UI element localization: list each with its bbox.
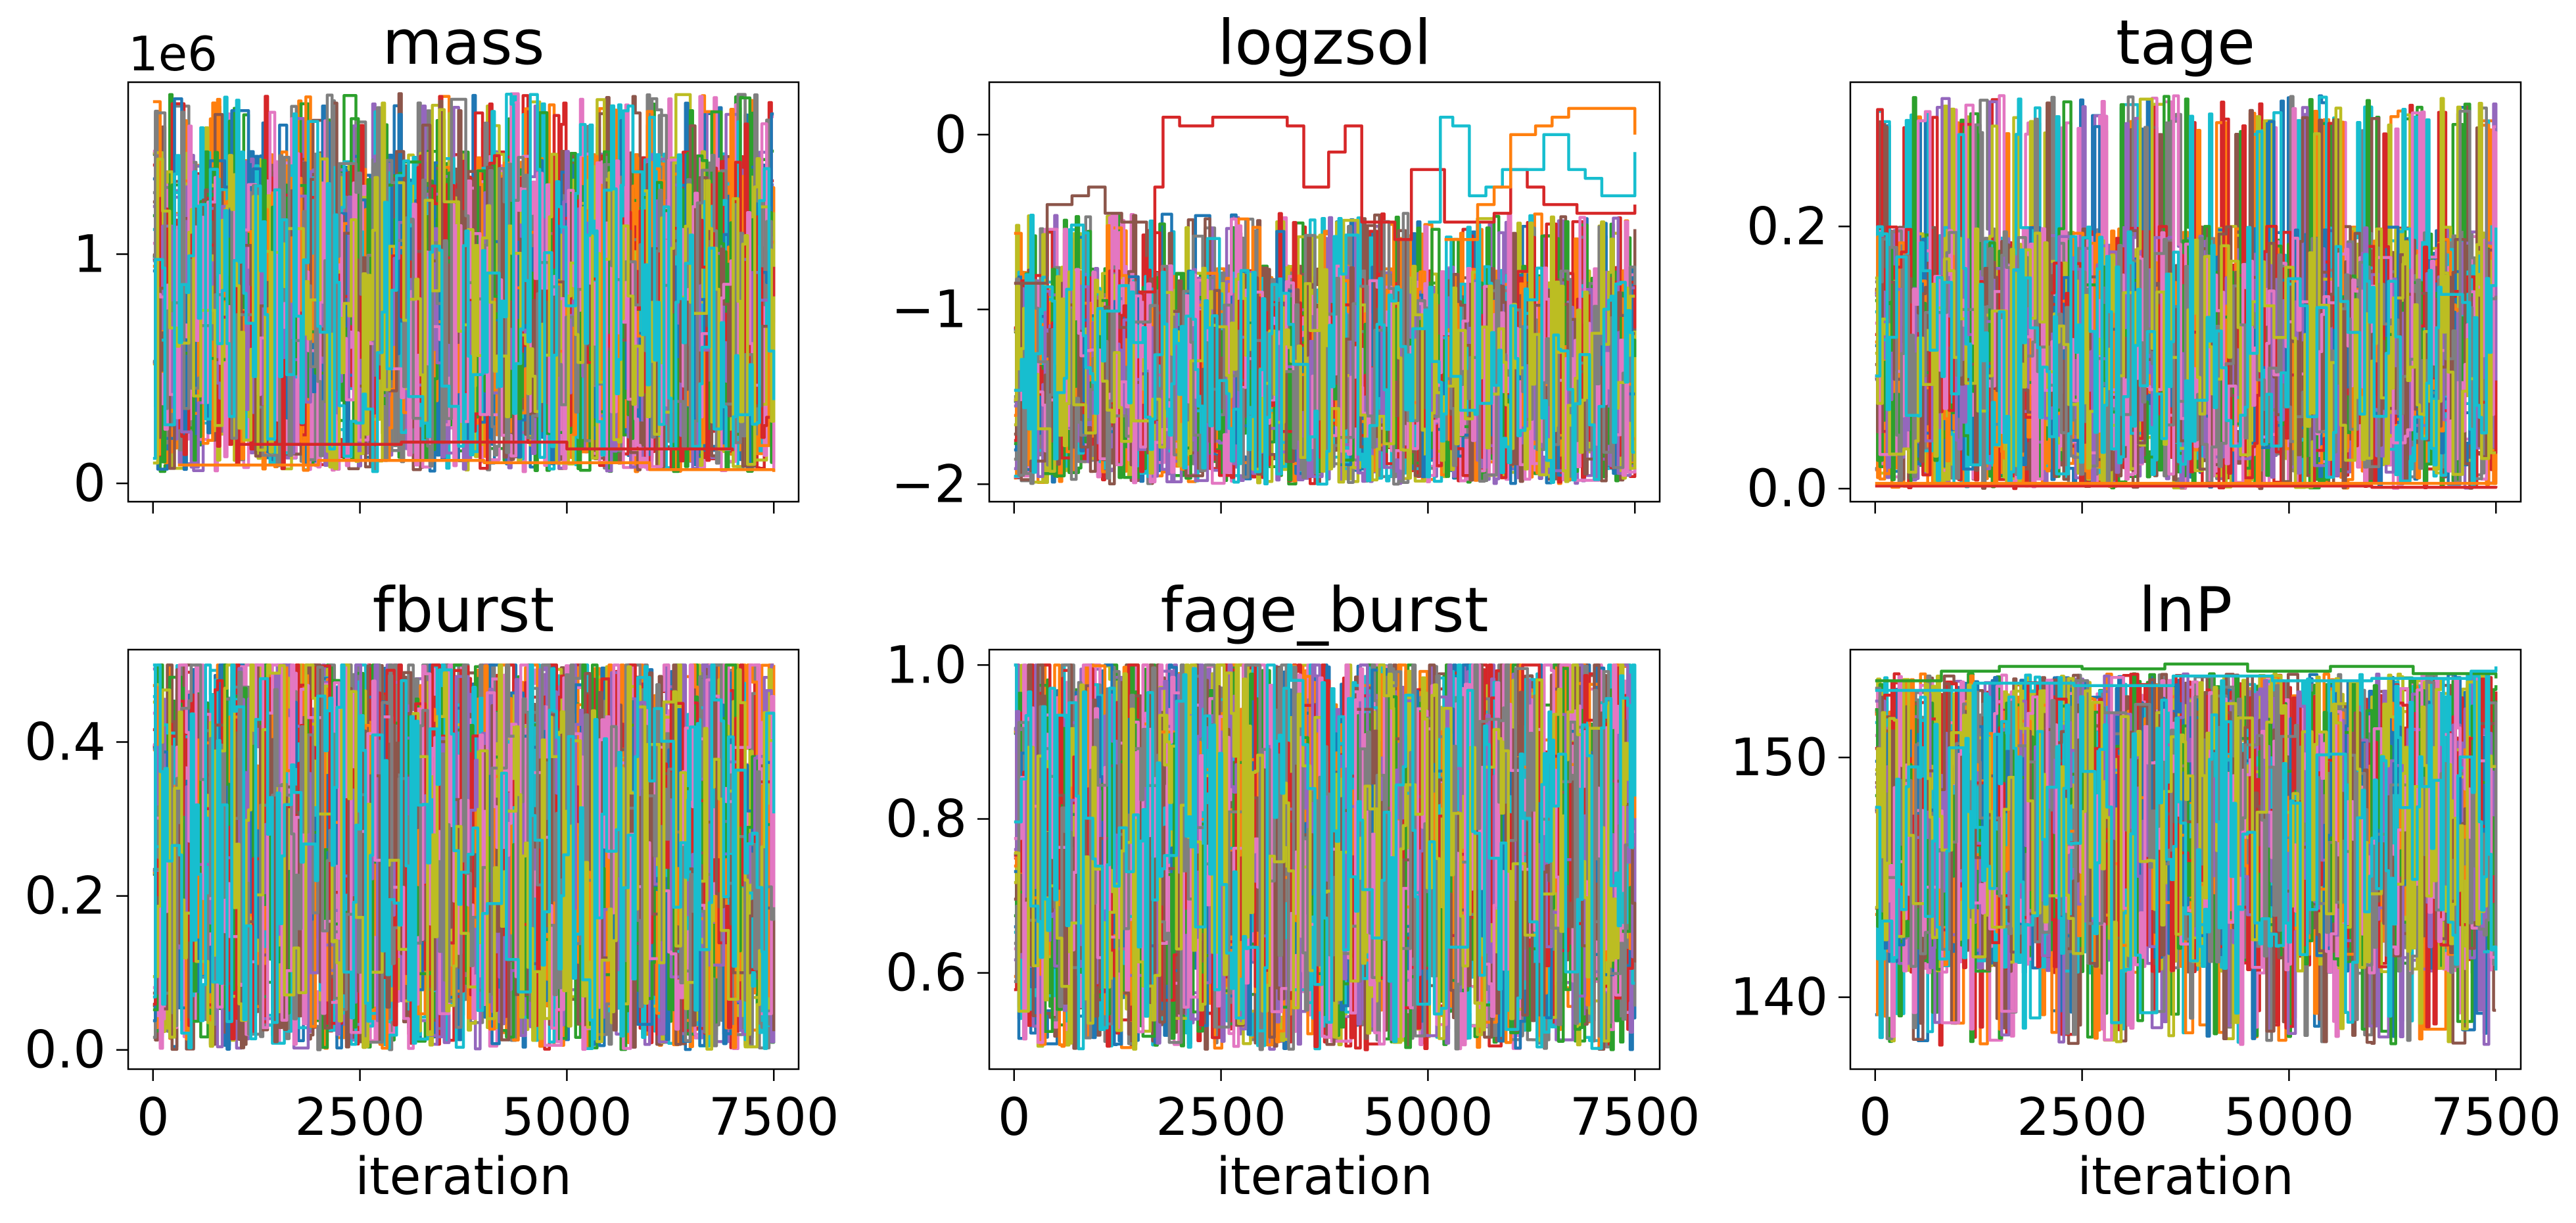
y-tick-label: 0.4: [24, 713, 106, 772]
trace-walker-30: [1014, 663, 1637, 1051]
y-tick-label: −1: [891, 281, 967, 340]
x-tick-label: 2500: [2017, 1088, 2147, 1147]
panel-mass: mass 1e6 0 1: [73, 7, 800, 514]
y-tick-label: 0.2: [24, 867, 106, 926]
walker-traces: [1875, 94, 2498, 491]
trace-walker-30: [152, 663, 776, 1050]
x-tick-label: 5000: [1363, 1088, 1493, 1147]
trace-walker-26: [152, 663, 776, 1051]
walker-traces: [152, 92, 776, 473]
y-tick-label: 1.0: [885, 636, 967, 695]
x-tick-label: 0: [998, 1088, 1031, 1147]
panel-title: mass: [382, 7, 544, 79]
x-tick-label: 7500: [709, 1088, 839, 1147]
x-tick-label: 2500: [1156, 1088, 1286, 1147]
trace-walker-30: [1014, 213, 1635, 486]
x-axis-label: iteration: [2077, 1147, 2294, 1207]
trace-walker-29: [1014, 215, 1635, 484]
y-tick-label: 0.2: [1746, 197, 1828, 256]
trace-walker-29: [1875, 673, 2496, 1043]
y-tick-label: 0.6: [885, 944, 967, 1003]
x-axis-label: iteration: [355, 1147, 572, 1207]
trace-walker-30: [1875, 672, 2498, 1040]
offset-text: 1e6: [128, 26, 218, 82]
trace-walker-30: [152, 93, 776, 473]
x-tick-label: 7500: [2431, 1088, 2562, 1147]
axes-frame: [1849, 648, 2522, 1070]
y-tick-label: 0: [934, 106, 967, 165]
outlier-walker-2: [235, 441, 734, 452]
outlier-walker-2: [1138, 115, 1637, 294]
panel-fburst: fburst 0 2500 5000 7500 0.0 0.2 0.4 iteration: [24, 575, 839, 1207]
panel-title: lnP: [2139, 575, 2232, 646]
x-tick-label: 2500: [294, 1088, 425, 1147]
panel-title: fburst: [373, 575, 555, 646]
y-tick-label: 150: [1730, 729, 1828, 788]
axes-frame: [127, 648, 800, 1070]
panel-logzsol: logzsol −2 −1 0: [891, 7, 1661, 514]
y-tick-label: 0.0: [1746, 460, 1828, 519]
axes-frame: [1849, 81, 2522, 503]
trace-walker-29: [152, 663, 774, 1051]
trace-walker-24: [1014, 663, 1635, 1050]
outlier-walker-1: [1014, 185, 1148, 285]
trace-walker-28: [1875, 106, 2498, 485]
outlier-walker-2: [1875, 666, 2498, 692]
trace-walker-30: [1875, 114, 2498, 488]
y-tick-label: 0: [73, 454, 106, 514]
y-tick-label: 0.8: [885, 790, 967, 850]
walker-traces: [152, 663, 776, 1051]
outlier-walker-3: [1428, 115, 1637, 224]
panel-lnP: lnP 0 2500 5000 7500 140 150 iteration: [1730, 575, 2561, 1207]
x-tick-label: 0: [1859, 1088, 1892, 1147]
trace-walker-29: [152, 101, 776, 470]
panel-tage: tage 0.0 0.2: [1746, 7, 2522, 519]
trace-walker-23: [152, 663, 776, 1051]
walker-traces: [1014, 663, 1637, 1051]
x-tick-label: 5000: [502, 1088, 632, 1147]
panel-title: fage_burst: [1161, 575, 1489, 646]
x-axis-label: iteration: [1216, 1147, 1433, 1207]
panel-fage_burst: fage_burst 0 2500 5000 7500 0.6 0.8 1.0 iteratio…: [885, 575, 1700, 1207]
outlier-walker-4: [1444, 107, 1637, 241]
axes-frame: [988, 81, 1661, 503]
y-tick-label: 0.0: [24, 1021, 106, 1080]
walker-traces: [1014, 107, 1637, 486]
outlier-walker-1: [1875, 662, 2498, 683]
walker-traces: [1875, 662, 2498, 1047]
axes-frame: [988, 648, 1661, 1070]
y-tick-label: 1: [73, 225, 106, 284]
outlier-walker-1: [177, 458, 776, 472]
outlier-walker-1: [1875, 484, 2498, 489]
y-tick-label: 140: [1730, 969, 1828, 1028]
x-tick-label: 7500: [1570, 1088, 1700, 1147]
panel-title: tage: [2116, 7, 2255, 79]
y-tick-label: −2: [891, 455, 967, 514]
panel-title: logzsol: [1217, 7, 1431, 79]
axes-frame: [127, 81, 800, 503]
x-tick-label: 5000: [2224, 1088, 2354, 1147]
x-tick-label: 0: [137, 1088, 170, 1147]
